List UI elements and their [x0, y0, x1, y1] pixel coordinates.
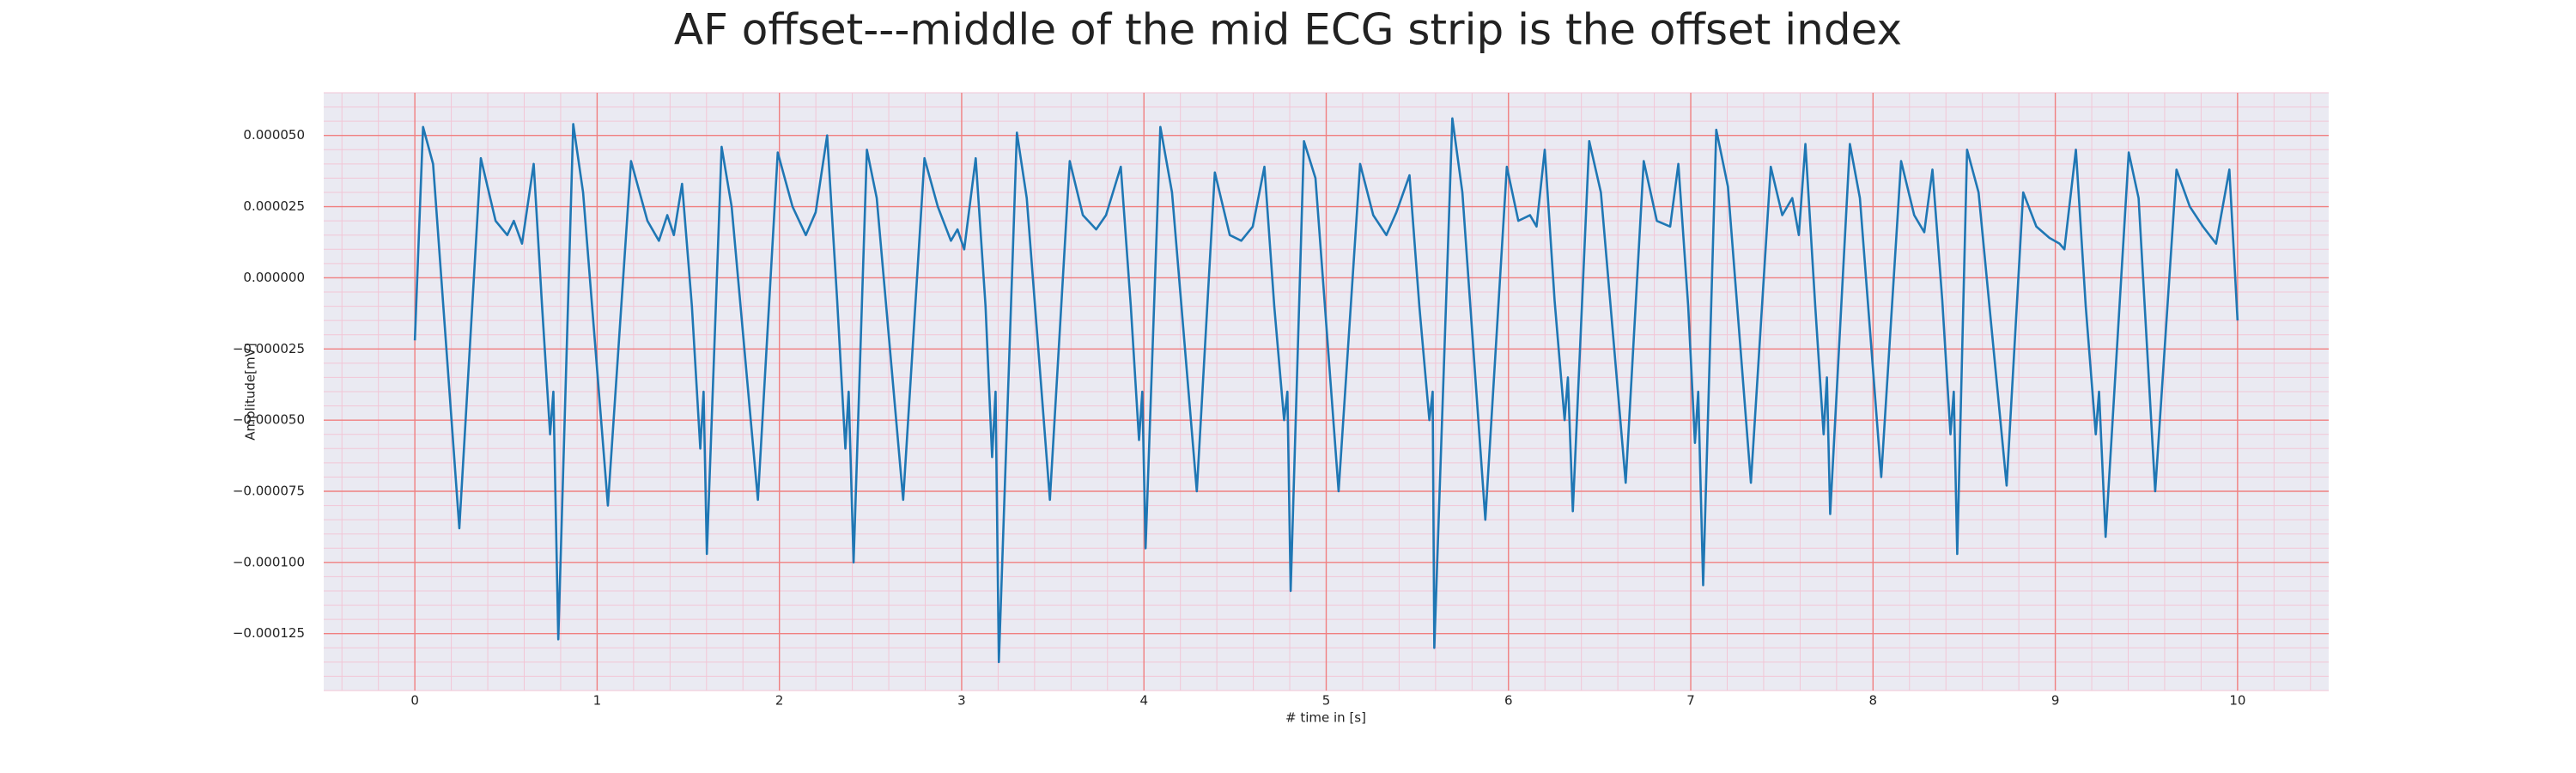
x-tick-label: 7	[1686, 693, 1695, 709]
x-tick-label: 0	[410, 693, 419, 709]
y-tick-label: −0.000025	[233, 341, 305, 356]
x-tick-label: 4	[1139, 693, 1148, 709]
y-axis-label: Amplitude[mV]	[243, 343, 258, 440]
x-tick-label: 6	[1504, 693, 1513, 709]
x-tick-label: 3	[957, 693, 966, 709]
chart-title: AF offset---middle of the mid ECG strip …	[674, 5, 1902, 55]
x-tick-label: 8	[1869, 693, 1878, 709]
x-tick-label: 5	[1322, 693, 1331, 709]
x-tick-label: 1	[593, 693, 602, 709]
ecg-line	[413, 117, 2239, 664]
x-tick-label: 10	[2229, 693, 2245, 709]
x-axis-label: # time in [s]	[1285, 710, 1366, 726]
y-tick-label: −0.000050	[233, 412, 305, 428]
y-tick-label: −0.000075	[233, 484, 305, 499]
x-tick-label: 2	[775, 693, 784, 709]
y-tick-label: −0.000125	[233, 625, 305, 641]
x-tick-label: 9	[2051, 693, 2060, 709]
y-tick-label: 0.000025	[243, 198, 305, 214]
y-tick-label: −0.000100	[233, 554, 305, 569]
y-tick-label: 0.000050	[243, 127, 305, 143]
y-tick-label: 0.000000	[243, 270, 305, 285]
